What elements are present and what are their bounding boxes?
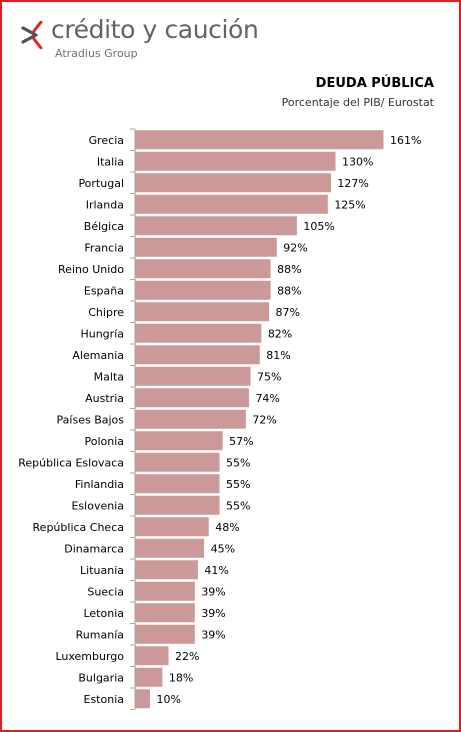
category-label: Chipre [88,306,124,319]
category-label: Dinamarca [64,542,124,555]
category-label: Reino Unido [58,263,124,276]
category-label: Suecia [87,585,124,598]
bar [134,559,199,581]
bar [134,430,224,452]
bar [134,408,247,430]
category-label: Malta [94,370,124,383]
value-label: 55% [226,478,250,491]
value-label: 39% [201,628,225,641]
bar [134,322,263,344]
bar [134,451,221,473]
category-label: Portugal [78,177,124,190]
bar [134,537,206,559]
bar [134,365,252,387]
category-label: Rumanía [76,628,124,641]
bar [134,580,196,602]
category-label: España [84,284,124,297]
category-label: Finlandia [75,478,124,491]
bar [134,236,278,258]
category-label: Estonia [84,693,125,706]
logo-arrows-icon [21,21,43,49]
bar [134,387,250,409]
bar [134,688,151,710]
category-label: República Eslovaca [18,456,124,469]
value-label: 48% [215,521,239,534]
value-label: 55% [226,499,250,512]
category-label: Países Bajos [57,413,125,426]
category-label: Letonia [83,607,124,620]
value-label: 88% [277,284,301,297]
category-label: Eslovenia [71,499,124,512]
value-label: 39% [201,607,225,620]
value-label: 87% [276,306,300,319]
category-label: Hungría [80,327,124,340]
value-label: 82% [268,327,292,340]
value-label: 125% [334,198,365,211]
value-label: 161% [390,134,421,147]
brand-name: crédito y caución [51,15,259,44]
value-label: 41% [204,564,228,577]
value-label: 75% [257,370,281,383]
value-label: 130% [342,155,373,168]
category-label: Austria [85,392,124,405]
value-label: 127% [337,177,368,190]
bar [134,494,221,516]
bar [134,129,385,151]
value-label: 74% [255,392,279,405]
category-label: Luxemburgo [55,650,124,663]
bar [134,623,196,645]
bar [134,279,272,301]
value-label: 22% [175,650,199,663]
bar [134,602,196,624]
category-label: Polonia [84,435,124,448]
chart-subtitle: Porcentaje del PIB/ Eurostat [281,96,434,109]
bar [134,645,170,667]
value-label: 18% [169,671,193,684]
value-label: 72% [252,413,276,426]
bar [134,344,261,366]
value-label: 10% [156,693,180,706]
bar [134,215,298,237]
value-label: 92% [283,241,307,254]
category-label: Bélgica [84,220,124,233]
chart-title: DEUDA PÚBLICA [315,76,434,91]
value-label: 55% [226,456,250,469]
category-label: Francia [84,241,124,254]
value-label: 88% [277,263,301,276]
bar [134,172,332,194]
bar [134,193,329,215]
bar [134,666,164,688]
category-label: República Checa [33,521,124,534]
category-label: Alemania [72,349,124,362]
brand-group: Atradius Group [55,47,138,60]
bar [134,301,271,323]
value-label: 105% [303,220,334,233]
bar [134,150,337,172]
bar [134,258,272,280]
category-label: Italia [97,155,124,168]
bar [134,473,221,495]
value-label: 39% [201,585,225,598]
category-label: Grecia [89,134,124,147]
value-label: 45% [211,542,235,555]
category-label: Irlanda [86,198,124,211]
value-label: 81% [266,349,290,362]
category-label: Bulgaria [78,671,124,684]
bar [134,516,210,538]
category-label: Lituania [80,564,124,577]
value-label: 57% [229,435,253,448]
